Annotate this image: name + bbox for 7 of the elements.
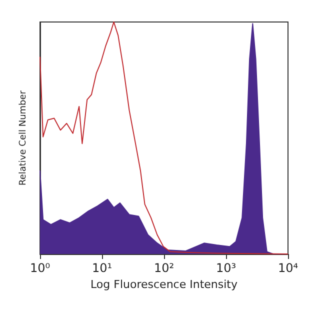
x-tick-label: 10¹ xyxy=(92,261,112,275)
x-tick-label: 10² xyxy=(154,261,174,275)
x-axis-title: Log Fluorescence Intensity xyxy=(90,278,238,291)
x-tick-label: 10³ xyxy=(216,261,236,275)
y-axis-title: Relative Cell Number xyxy=(18,90,28,186)
x-tick-label: 10⁰ xyxy=(30,261,50,275)
x-tick-label: 10⁴ xyxy=(278,261,298,275)
